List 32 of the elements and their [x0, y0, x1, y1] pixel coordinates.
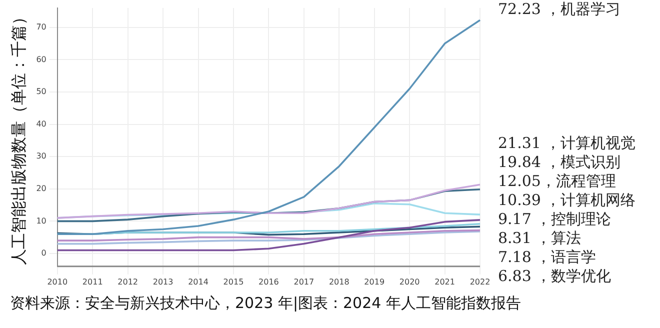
y-tick-label: 50 — [36, 87, 46, 96]
y-tick-label: 20 — [36, 184, 46, 193]
text: 19.84 ，模式识别 — [498, 152, 621, 171]
text: 6.83 ，数学优化 — [498, 266, 612, 285]
text: 9.17 ，控制理论 — [498, 210, 612, 228]
y-axis-title: 人工智能出版物数量（单位：千篇） — [8, 9, 28, 266]
text: 21.31 ，计算机视觉 — [498, 134, 636, 152]
x-tick-label: 2014 — [188, 277, 208, 286]
text: 10.39 ，计算机网络 — [498, 190, 636, 209]
y-tick-label: 10 — [36, 216, 46, 226]
x-tick-label: 2012 — [118, 277, 138, 286]
x-tick-label: 2019 — [364, 277, 385, 286]
x-tick-label: 2017 — [294, 277, 314, 286]
x-tick-label: 2020 — [399, 277, 420, 286]
y-tick-label: 70 — [36, 22, 46, 32]
y-tick-label: 0 — [41, 248, 46, 258]
text: 7.18 ，语言学 — [498, 248, 596, 266]
x-tick-label: 2018 — [328, 277, 350, 286]
x-tick-label: 2015 — [223, 277, 244, 286]
x-tick-label: 2021 — [434, 277, 455, 286]
text: 12.05，流程管理 — [498, 172, 616, 190]
y-tick-label: 40 — [36, 119, 46, 128]
x-tick-label: 2011 — [82, 277, 103, 286]
text: 72.23 ，机器学习 — [498, 0, 621, 18]
x-tick-label: 2010 — [47, 277, 68, 286]
y-tick-label: 30 — [36, 152, 46, 161]
text: 资料来源：安全与新兴技术中心，2023 年|图表：2024 年人工智能指数报告 — [10, 294, 521, 313]
x-tick-label: 2016 — [258, 277, 279, 286]
x-tick-label: 2022 — [470, 277, 490, 286]
y-tick-label: 60 — [36, 54, 46, 64]
x-tick-label: 2013 — [152, 277, 174, 286]
text: 8.31 ，算法 — [498, 228, 582, 247]
